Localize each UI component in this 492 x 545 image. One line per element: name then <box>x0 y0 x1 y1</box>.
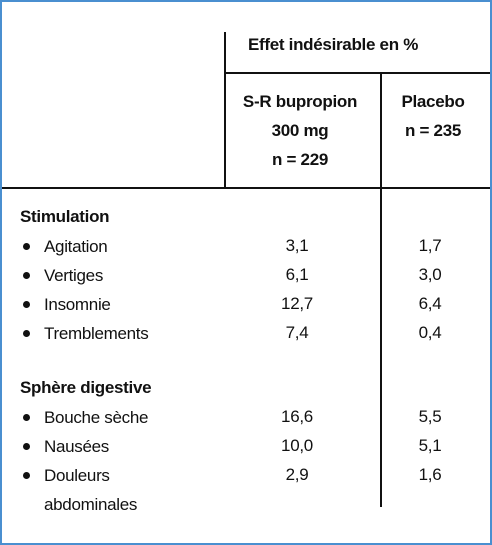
cell-value: 0,4 <box>418 323 442 342</box>
row-label: Douleurs abdominales <box>44 466 138 514</box>
cell-value: 10,0 <box>281 436 313 455</box>
bullet <box>23 443 30 450</box>
cell-value: 3,1 <box>285 236 309 255</box>
bullet <box>23 472 30 479</box>
bullet <box>23 272 30 279</box>
bullet <box>23 301 30 308</box>
bullet <box>23 414 30 421</box>
group-header: Effet indésirable en % <box>247 35 419 54</box>
section-title: Stimulation <box>20 207 110 226</box>
row-label: Bouche sèche <box>44 408 149 427</box>
divider <box>2 187 490 189</box>
row-label: Tremblements <box>44 324 149 343</box>
cell-value: 12,7 <box>281 294 313 313</box>
cell-value: 6,1 <box>285 265 309 284</box>
column-header: 300 mg <box>271 121 329 140</box>
cell-value: 6,4 <box>418 294 442 313</box>
bullet <box>23 243 30 250</box>
cell-value: 16,6 <box>281 407 313 426</box>
cell-value: 3,0 <box>418 265 442 284</box>
row-label: Insomnie <box>44 295 111 314</box>
divider <box>224 72 490 74</box>
row-label: Vertiges <box>44 266 104 285</box>
cell-value: 5,1 <box>418 436 442 455</box>
bullet <box>23 330 30 337</box>
column-header: Placebo <box>401 92 465 111</box>
cell-value: 7,4 <box>285 323 309 342</box>
cell-value: 1,6 <box>418 465 442 484</box>
column-header: S-R bupropion <box>242 92 358 111</box>
cell-value: 1,7 <box>418 236 442 255</box>
section-title: Sphère digestive <box>20 378 152 397</box>
cell-value: 5,5 <box>418 407 442 426</box>
column-header: n = 235 <box>404 121 462 140</box>
column-header: n = 229 <box>271 150 329 169</box>
row-label: Agitation <box>44 237 108 256</box>
row-label: Nausées <box>44 437 109 456</box>
divider <box>380 72 382 507</box>
divider <box>224 32 226 187</box>
cell-value: 2,9 <box>285 465 309 484</box>
